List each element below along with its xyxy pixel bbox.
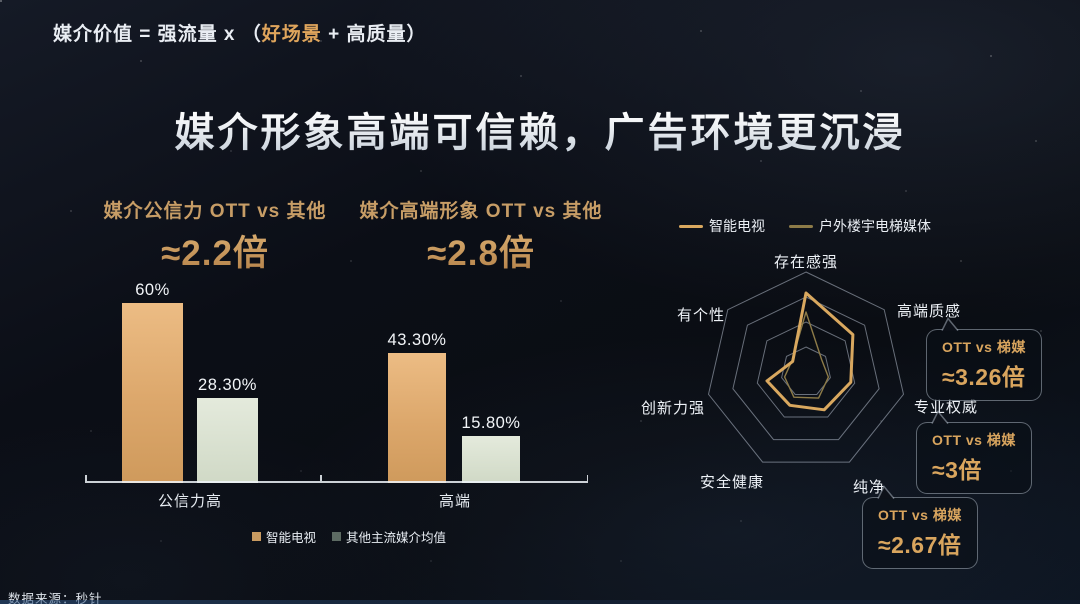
bar-value-label: 15.80% [461,414,521,432]
header-formula: 媒介价值 = 强流量 x （好场景 + 高质量） [53,19,426,46]
bar [122,303,183,483]
callout-tail [931,410,949,424]
legend-label: 其他主流媒介均值 [346,531,447,545]
bar [197,398,258,483]
radar-axis-pure: 纯净 [853,479,886,496]
callout-premium-feel: OTT vs 梯媒 ≈3.26倍 [926,317,1042,401]
x-axis-category: 高端 [438,493,471,510]
callout-tail [877,485,895,499]
formula-highlight: 好场景 [261,24,322,45]
legend-label: 智能电视 [266,531,317,545]
callout-pure: OTT vs 梯媒 ≈2.67倍 [862,485,978,569]
radar-axis-personality: 有个性 [677,307,726,324]
bar-panel-ratio: ≈2.2倍 [65,225,365,276]
page-title: 媒介形象高端可信赖，广告环境更沉浸 [0,100,1080,158]
bar-panel-head-premium: 媒介高端形象 OTT vs 其他 ≈2.8倍 [331,196,631,276]
bar-panel-title: 媒介高端形象 OTT vs 其他 [359,201,603,222]
radar-axis-safe: 安全健康 [700,474,765,491]
formula-prefix: 媒介价值 = 强流量 x （ [53,24,262,45]
callout-ratio: ≈2.67倍 [878,532,962,558]
legend-label: 智能电视 [709,218,765,234]
bottom-edge-decoration [0,600,1080,604]
bar-chart-legend: 智能电视 其他主流媒介均值 [252,527,446,546]
bar [462,436,520,483]
legend-line-olive [789,224,813,228]
legend-item-smarttv: 智能电视 [679,216,765,236]
callout-tail [941,317,959,331]
radar-legend: 智能电视 户外楼宇电梯媒体 [640,216,970,236]
axis-tick [85,475,87,481]
bar-panel-head-credibility: 媒介公信力 OTT vs 其他 ≈2.2倍 [65,196,365,276]
formula-suffix: + 高质量） [321,24,427,45]
radar-axis-presence: 存在感强 [773,254,838,271]
callout-authority: OTT vs 梯媒 ≈3倍 [916,410,1032,494]
bar-othermedia-credibility: 28.30% [197,376,258,483]
axis-tick [586,475,588,481]
axis-tick [320,475,322,481]
legend-label: 户外楼宇电梯媒体 [819,218,931,234]
legend-line-gold [679,224,703,228]
legend-item-othermedia: 其他主流媒介均值 [332,527,446,546]
callout-ratio: ≈3.26倍 [942,364,1026,390]
callout-ratio: ≈3倍 [932,457,982,483]
x-axis [85,475,588,483]
bar-smarttv-credibility: 60% [122,281,183,483]
radar-chart [707,271,905,463]
bar-value-label: 60% [135,281,170,299]
radar-axis-innovation: 创新力强 [641,400,706,417]
callout-compare-label: OTT vs 梯媒 [932,432,1016,448]
bar-panel-ratio: ≈2.8倍 [331,225,631,276]
callout-compare-label: OTT vs 梯媒 [878,507,962,523]
bar [388,353,446,483]
callout-compare-label: OTT vs 梯媒 [942,339,1026,355]
legend-item-elevator-media: 户外楼宇电梯媒体 [789,216,931,236]
legend-item-smarttv: 智能电视 [252,527,316,546]
radar-axis-authority: 专业权威 [914,399,979,416]
bar-othermedia-premium: 15.80% [462,414,520,483]
bar-panel-title: 媒介公信力 OTT vs 其他 [103,201,327,222]
bar-value-label: 28.30% [198,376,257,394]
legend-swatch-sage [332,532,342,541]
legend-swatch-gold [252,532,261,541]
bar-smarttv-premium: 43.30% [388,331,446,483]
x-axis-category: 公信力高 [157,493,222,510]
radar-axis-premium-feel: 高端质感 [897,303,962,320]
bar-value-label: 43.30% [387,331,447,349]
